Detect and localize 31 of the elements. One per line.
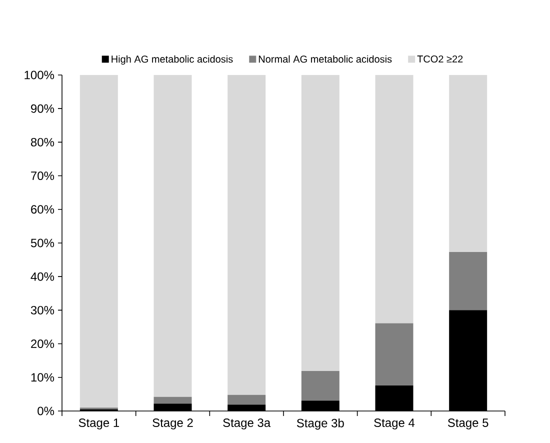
y-tick-label: 20% xyxy=(31,340,54,348)
y-tick-label: 80% xyxy=(30,138,54,146)
bar xyxy=(301,371,340,401)
x-tick-label: Stage 3a xyxy=(223,418,271,430)
bar xyxy=(228,74,266,395)
bar xyxy=(449,252,488,310)
x-tick-label: Stage 2 xyxy=(152,418,193,430)
legend-label: High AG metabolic acidosis xyxy=(112,55,233,65)
y-tick-label: 90% xyxy=(31,104,54,113)
y-tick-label: 0% xyxy=(38,406,54,416)
x-tick-label: Stage 5 xyxy=(448,418,488,430)
y-tick-label: 10% xyxy=(31,373,54,382)
y-tick-label: 60% xyxy=(31,205,54,214)
y-tick-label: 70% xyxy=(31,172,54,180)
bar xyxy=(154,74,192,397)
y-tick-label: 40% xyxy=(30,272,54,281)
legend-label: TCO2 ≥22 xyxy=(417,55,463,63)
bar xyxy=(228,394,266,405)
y-tick-label: 30% xyxy=(30,306,54,314)
bar xyxy=(449,74,488,252)
bar xyxy=(301,74,340,371)
x-tick-label: Stage 1 xyxy=(78,418,119,430)
y-tick-label: 100% xyxy=(24,70,54,80)
y-tick-label: 50% xyxy=(30,238,54,248)
bar xyxy=(375,323,414,386)
x-tick-label: Stage 4 xyxy=(374,418,415,430)
bar xyxy=(154,396,192,404)
legend-label: Normal AG metabolic acidosis xyxy=(258,55,392,63)
bar xyxy=(80,74,118,408)
bar xyxy=(375,74,414,324)
x-tick-label: Stage 3b xyxy=(296,418,344,430)
